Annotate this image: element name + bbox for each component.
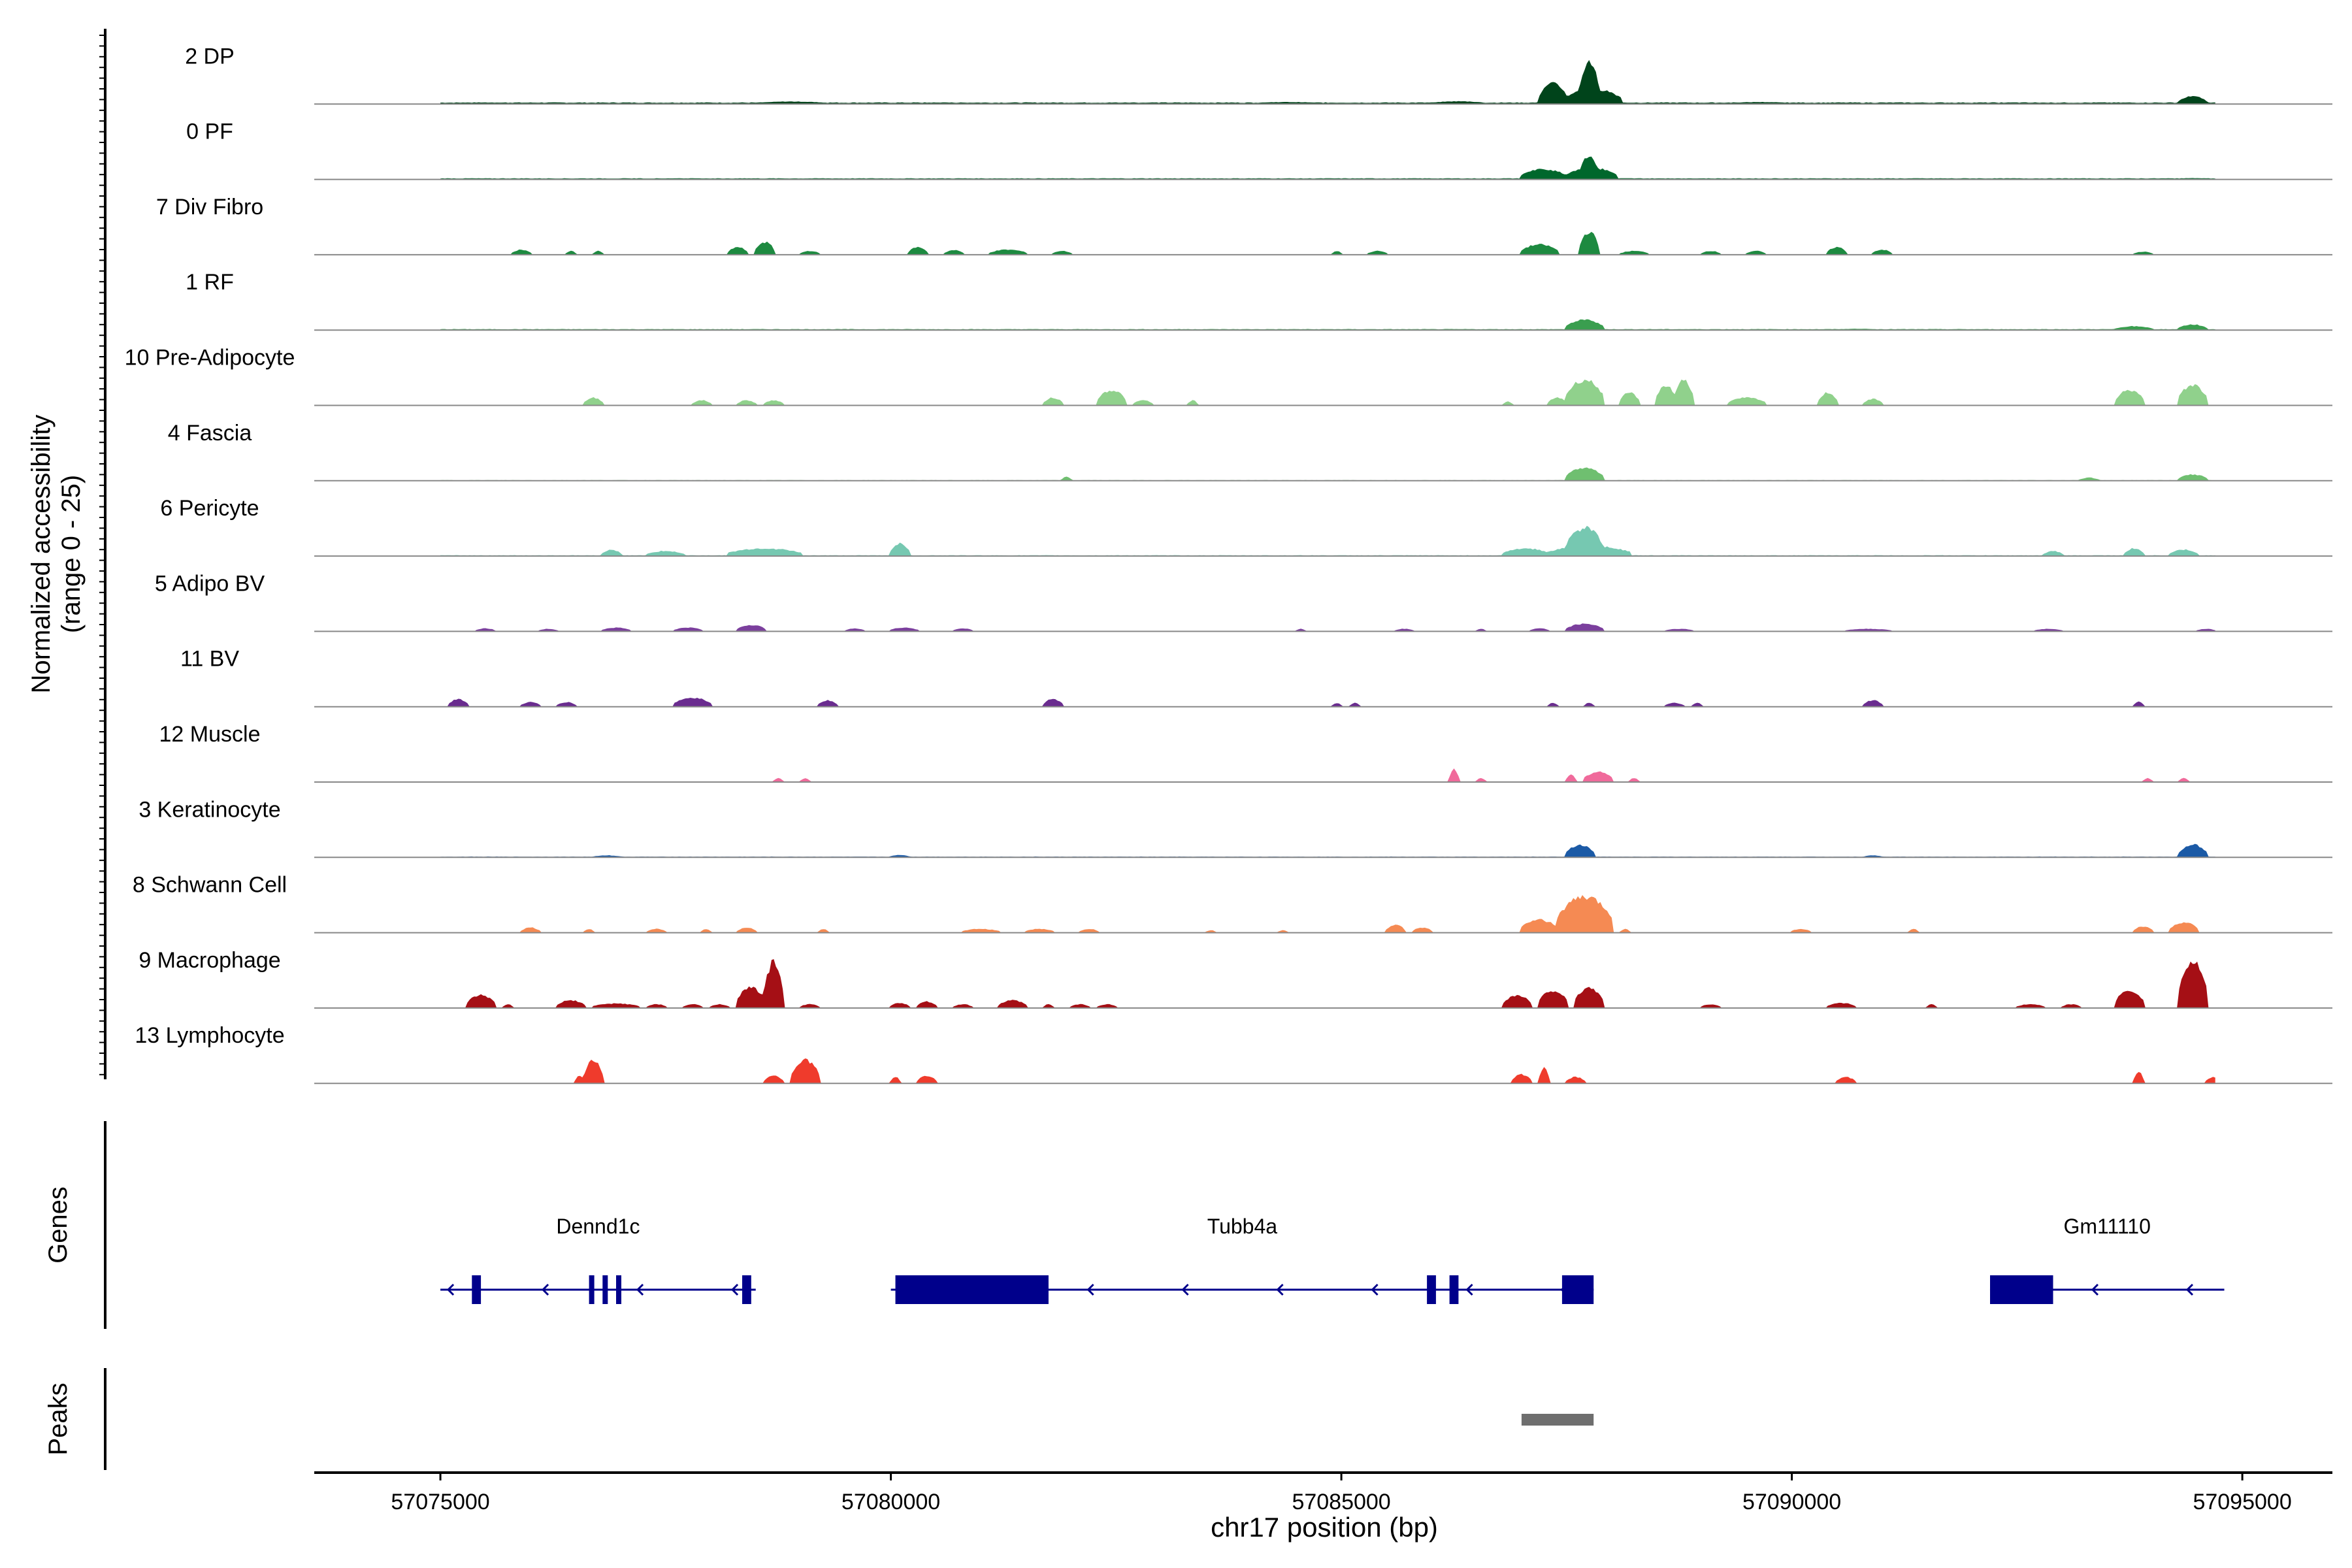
coverage-area <box>440 525 2215 557</box>
strand-arrow <box>1181 1283 1189 1296</box>
gene-exon <box>589 1275 595 1304</box>
track-label: 11 BV <box>180 647 239 672</box>
gene-model: Dennd1c <box>440 1215 756 1304</box>
coverage-area <box>440 768 2215 782</box>
strand-arrow <box>1371 1283 1379 1296</box>
coverage-track: 8 Schwann Cell <box>133 873 2332 934</box>
coverage-track: 1 RF <box>186 270 2332 331</box>
x-axis-label: chr17 position (bp) <box>1211 1512 1438 1543</box>
coverage-track: 9 Macrophage <box>139 948 2332 1009</box>
coverage-area <box>440 380 2215 406</box>
peak-regions <box>1521 1414 1594 1426</box>
coverage-area <box>440 156 2215 180</box>
coverage-track: 6 Pericyte <box>160 496 2332 557</box>
y-axis-label: Normalized accessibility <box>27 415 56 694</box>
x-axis-ticks: 57075000 57080000 57085000 57090000 57095000 <box>391 1473 2292 1514</box>
coverage-track: 11 BV <box>180 647 2332 708</box>
track-label: 2 DP <box>185 44 235 69</box>
coverage-area <box>440 231 2215 255</box>
gene-exon <box>1449 1275 1459 1304</box>
coverage-track: 13 Lymphocyte <box>135 1023 2332 1085</box>
gene-exon <box>1561 1275 1594 1304</box>
track-label: 4 Fascia <box>168 421 252 446</box>
gene-name: Gm11110 <box>2063 1215 2150 1238</box>
coverage-track: 5 Adipo BV <box>155 571 2332 632</box>
strand-arrow <box>541 1283 549 1296</box>
coverage-track: 0 PF <box>186 120 2332 180</box>
x-tick-label: 57080000 <box>841 1490 940 1514</box>
coverage-area <box>440 623 2215 632</box>
track-label: 12 Muscle <box>159 722 261 747</box>
coverage-tracks: 2 DP 0 PF 7 Div Fibro 1 RF 10 Pre-Adipocyte 4… <box>125 44 2332 1085</box>
strand-arrow <box>446 1283 455 1296</box>
peaks-panel-label: Peaks <box>44 1382 73 1455</box>
track-label: 9 Macrophage <box>139 948 280 973</box>
coverage-track: 12 Muscle <box>159 722 2332 783</box>
gene-model: Tubb4a <box>890 1215 1594 1304</box>
coverage-area <box>440 1058 2215 1084</box>
strand-arrow <box>1086 1283 1094 1296</box>
gene-exon <box>1990 1275 2053 1304</box>
coverage-area <box>440 59 2215 105</box>
x-tick-label: 57085000 <box>1292 1490 1390 1514</box>
strand-arrow <box>636 1283 644 1296</box>
track-label: 0 PF <box>186 120 233 144</box>
gene-annotations: Dennd1c Tubb4a Gm11110 <box>440 1215 2225 1304</box>
coverage-area <box>440 467 2215 481</box>
coverage-track: 7 Div Fibro <box>156 195 2332 255</box>
strand-arrow <box>1465 1283 1473 1296</box>
track-label: 5 Adipo BV <box>155 571 265 596</box>
gene-exon <box>616 1275 621 1304</box>
coverage-area <box>440 698 2215 707</box>
coverage-area <box>440 895 2215 933</box>
track-label: 7 Div Fibro <box>156 195 263 220</box>
track-label: 10 Pre-Adipocyte <box>125 346 295 370</box>
track-label: 1 RF <box>186 270 234 295</box>
track-label: 8 Schwann Cell <box>133 873 287 898</box>
track-label: 13 Lymphocyte <box>135 1023 284 1048</box>
y-axis-ticks <box>99 35 105 1075</box>
gene-exon <box>602 1275 608 1304</box>
gene-exon <box>895 1275 1049 1304</box>
gene-exon <box>742 1275 751 1304</box>
peak-bar <box>1521 1414 1594 1426</box>
x-tick-label: 57075000 <box>391 1490 489 1514</box>
strand-arrow <box>1276 1283 1284 1296</box>
coverage-area <box>440 959 2215 1008</box>
genes-panel-label: Genes <box>44 1186 73 1264</box>
gene-name: Tubb4a <box>1207 1215 1278 1238</box>
x-tick-label: 57095000 <box>2193 1490 2291 1514</box>
gene-name: Dennd1c <box>556 1215 640 1238</box>
coverage-area <box>440 319 2215 331</box>
gene-exon <box>472 1275 482 1304</box>
strand-arrow <box>2091 1283 2099 1296</box>
strand-arrow <box>2185 1283 2194 1296</box>
y-axis-label-range: (range 0 - 25) <box>57 475 86 633</box>
strand-arrow <box>730 1283 739 1296</box>
coverage-track: 2 DP <box>185 44 2332 105</box>
track-label: 6 Pericyte <box>160 496 259 521</box>
track-label: 3 Keratinocyte <box>139 797 280 822</box>
coverage-area <box>440 843 2215 858</box>
x-tick-label: 57090000 <box>1742 1490 1841 1514</box>
coverage-track: 3 Keratinocyte <box>139 797 2332 858</box>
coverage-track: 4 Fascia <box>168 421 2332 482</box>
gene-exon <box>1427 1275 1436 1304</box>
gene-model: Gm11110 <box>1989 1215 2225 1304</box>
coverage-track: 10 Pre-Adipocyte <box>125 346 2332 406</box>
